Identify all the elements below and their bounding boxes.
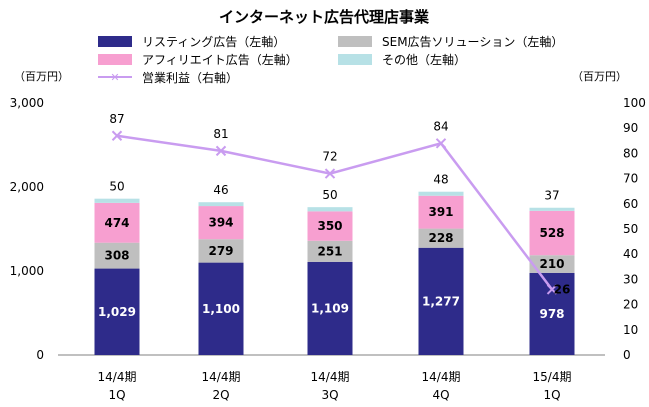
legend-marker-operating-profit: ✕ xyxy=(110,71,119,84)
chart-title: インターネット広告代理店事業 xyxy=(219,8,430,26)
legend-label-affiliate: アフィリエイト広告（左軸） xyxy=(142,52,298,67)
operating-profit-label: 87 xyxy=(109,112,124,126)
right-tick-label: 90 xyxy=(623,121,638,135)
bar-segment-s3-c2 xyxy=(307,207,353,212)
right-tick-label: 60 xyxy=(623,197,638,211)
category-label-period: 15/4期 xyxy=(533,370,572,384)
bar-value-label: 1,029 xyxy=(98,305,136,319)
bar-segment-s2-c1 xyxy=(198,206,244,240)
category-label-quarter: 1Q xyxy=(108,388,125,402)
bar-segment-s2-c0 xyxy=(94,202,140,243)
bar-value-label: 350 xyxy=(317,219,342,233)
category-label-quarter: 4Q xyxy=(432,388,449,402)
bar-segment-s3-c4 xyxy=(529,207,575,211)
bar-value-label: 394 xyxy=(208,216,233,230)
left-tick-label: 1,000 xyxy=(10,264,44,278)
left-axis-unit: （百万円） xyxy=(14,70,69,83)
bar-segment-s1-c1 xyxy=(198,239,244,263)
left-tick-label: 0 xyxy=(36,348,44,362)
bar-value-label: 46 xyxy=(213,183,228,197)
bar-segment-s2-c3 xyxy=(418,195,464,229)
right-tick-label: 30 xyxy=(623,272,638,286)
bar-segment-s3-c1 xyxy=(198,202,244,207)
operating-profit-marker xyxy=(435,138,447,149)
bar-segment-s0-c3 xyxy=(418,247,464,355)
bar-value-label: 308 xyxy=(104,249,129,263)
legend-label-operating-profit: 営業利益（右軸） xyxy=(142,70,238,85)
operating-profit-marker xyxy=(215,145,227,157)
legend-swatch-other xyxy=(338,54,372,65)
bar-value-label: 210 xyxy=(539,257,564,271)
left-tick-label: 2,000 xyxy=(10,180,44,194)
left-tick-label: 3,000 xyxy=(10,96,44,110)
bar-value-label: 279 xyxy=(208,244,233,258)
bar-segment-s0-c0 xyxy=(94,268,140,355)
bar-value-label: 978 xyxy=(539,307,564,321)
bar-value-label: 391 xyxy=(428,205,453,219)
bar-segment-s1-c4 xyxy=(529,255,575,273)
bar-value-label: 474 xyxy=(104,216,129,230)
bar-segment-s1-c3 xyxy=(418,228,464,248)
category-label-period: 14/4期 xyxy=(202,370,241,384)
legend-swatch-sem xyxy=(338,36,372,47)
right-tick-label: 70 xyxy=(623,172,638,186)
right-tick-label: 40 xyxy=(623,247,638,261)
bar-value-label: 50 xyxy=(322,188,337,202)
right-tick-label: 10 xyxy=(623,323,638,337)
right-tick-label: 50 xyxy=(623,222,638,236)
legend-label-listing: リスティング広告（左軸） xyxy=(142,34,285,49)
right-tick-label: 100 xyxy=(623,96,646,110)
category-label-period: 14/4期 xyxy=(311,370,350,384)
bar-segment-s2-c4 xyxy=(529,210,575,256)
operating-profit-label: 81 xyxy=(213,127,228,141)
operating-profit-marker xyxy=(546,284,558,295)
legend: リスティング広告（左軸） SEM広告ソリューション（左軸） アフィリエイト広告（… xyxy=(98,34,563,85)
category-label-period: 14/4期 xyxy=(422,370,461,384)
category-label-quarter: 2Q xyxy=(212,388,229,402)
legend-label-sem: SEM広告ソリューション（左軸） xyxy=(382,34,563,49)
bar-segment-s1-c2 xyxy=(307,240,353,262)
bar-value-label: 1,277 xyxy=(422,294,460,308)
category-label-quarter: 3Q xyxy=(321,388,338,402)
bar-segment-s3-c3 xyxy=(418,191,464,196)
bar-value-label: 48 xyxy=(433,173,448,187)
right-axis-unit: （百万円） xyxy=(572,70,627,83)
bar-value-label: 228 xyxy=(428,231,453,245)
operating-profit-marker xyxy=(111,130,123,141)
bar-value-label: 50 xyxy=(109,180,124,194)
legend-swatch-listing xyxy=(98,36,132,47)
bar-value-label: 37 xyxy=(544,189,559,203)
bar-segment-s0-c1 xyxy=(198,262,244,355)
bar-segment-s2-c2 xyxy=(307,211,353,241)
bar-value-label: 528 xyxy=(539,226,564,240)
right-tick-label: 80 xyxy=(623,146,638,160)
operating-profit-label: 26 xyxy=(554,282,571,296)
operating-profit-label: 84 xyxy=(433,119,448,133)
operating-profit-label: 72 xyxy=(322,150,337,164)
category-label-period: 14/4期 xyxy=(98,370,137,384)
right-tick-label: 0 xyxy=(623,348,631,362)
bar-segment-s3-c0 xyxy=(94,198,140,203)
bar-segment-s0-c4 xyxy=(529,272,575,355)
operating-profit-marker xyxy=(324,168,336,179)
bar-value-label: 1,109 xyxy=(311,301,349,315)
bar-value-label: 1,100 xyxy=(202,302,240,316)
category-label-quarter: 1Q xyxy=(543,388,560,402)
legend-label-other: その他（左軸） xyxy=(382,52,466,67)
plot-area: 0 1,000 2,000 3,000 0 10 20 30 40 50 60 70 80 90 100 1,… xyxy=(10,96,646,402)
bar-segment-s0-c2 xyxy=(307,261,353,355)
bar-value-label: 251 xyxy=(317,244,342,258)
right-tick-label: 20 xyxy=(623,298,638,312)
bar-segment-s1-c0 xyxy=(94,242,140,269)
legend-swatch-affiliate xyxy=(98,54,132,65)
